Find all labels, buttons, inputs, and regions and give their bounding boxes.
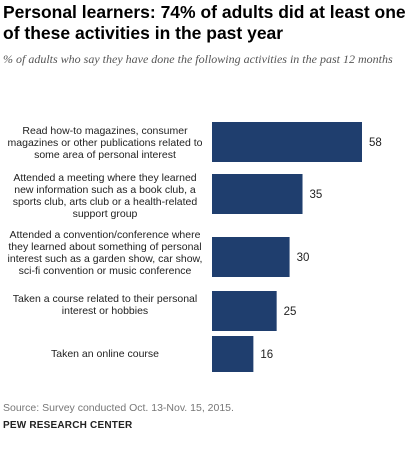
bar-3 [212,237,290,277]
category-label-1: Read how-to magazines, consumer magazine… [7,125,203,161]
chart-subtitle: % of adults who say they have done the f… [3,52,393,66]
category-label-4: Taken a course related to their personal… [12,293,198,317]
category-label-5: Taken an online course [51,348,159,360]
category-label-2: Attended a meeting where they learned ne… [12,172,198,220]
bar-1 [212,122,362,162]
bar-2 [212,174,303,214]
bar-5 [212,336,254,372]
brand-name: PEW RESEARCH CENTER [3,420,133,431]
bar-4 [212,291,277,331]
value-label-4: 25 [284,306,297,318]
value-label-2: 35 [310,189,323,201]
value-label-3: 30 [297,252,310,264]
chart-title: Personal learners: 74% of adults did at … [3,2,406,43]
value-label-1: 58 [369,137,382,149]
source-note: Source: Survey conducted Oct. 13-Nov. 15… [3,402,234,414]
value-label-5: 16 [260,349,273,361]
category-label-3: Attended a convention/conference where t… [7,229,203,277]
